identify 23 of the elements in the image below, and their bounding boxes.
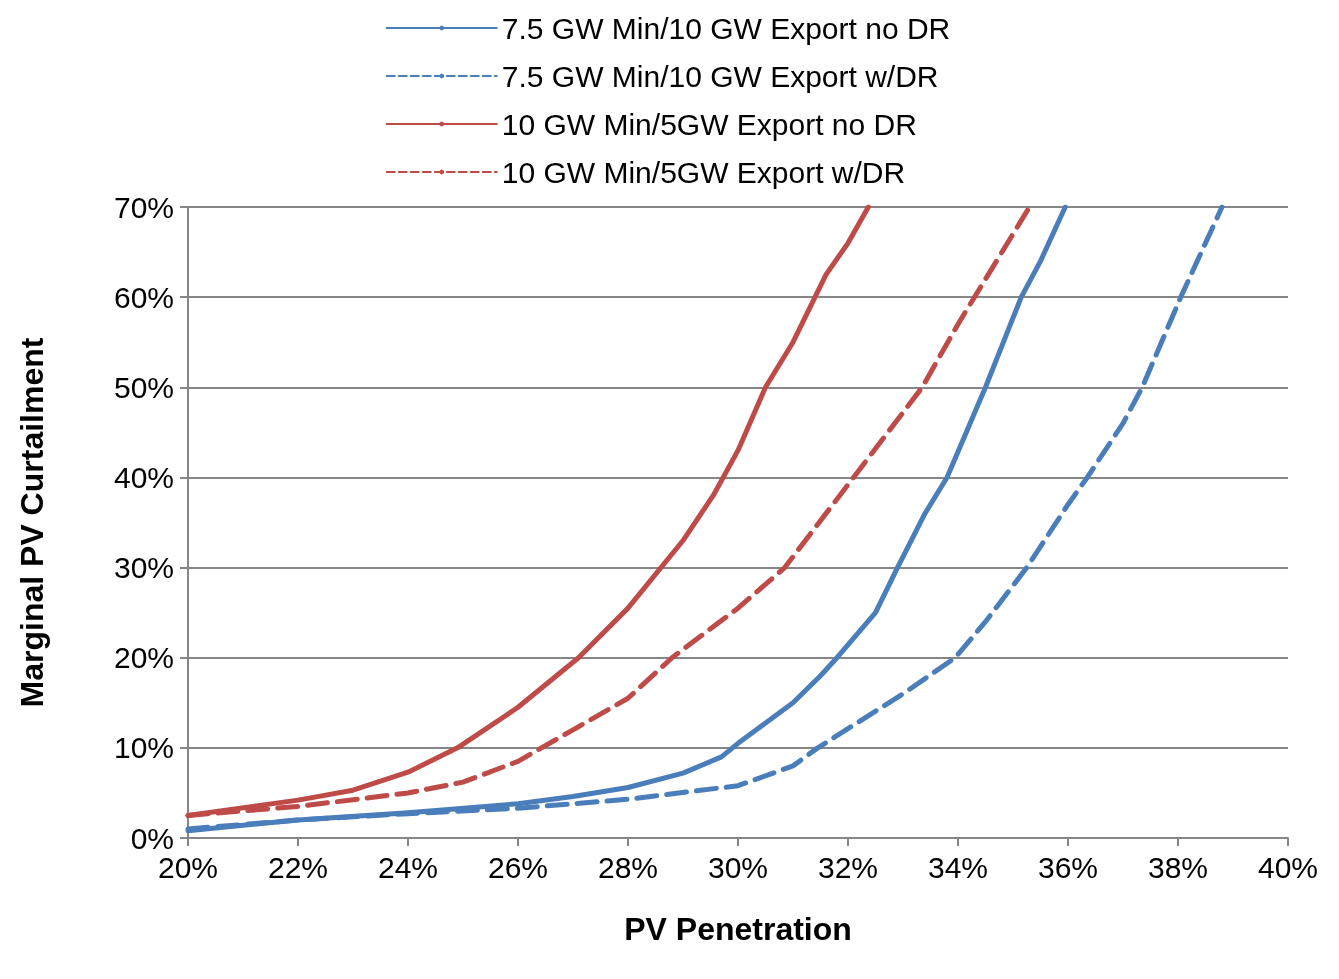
x-tick-label: 30%	[707, 850, 769, 884]
legend-label: 7.5 GW Min/10 GW Export no DR	[501, 11, 951, 45]
x-tick-label: 28%	[597, 850, 659, 884]
x-tick-label: 32%	[817, 850, 879, 884]
legend-label: 10 GW Min/5GW Export no DR	[501, 107, 917, 141]
y-axis-title: Marginal PV Curtailment	[14, 337, 50, 708]
y-tick-label: 10%	[113, 731, 174, 765]
legend-label: 7.5 GW Min/10 GW Export w/DR	[501, 59, 939, 93]
y-tick-label: 30%	[113, 551, 174, 585]
legend-label: 10 GW Min/5GW Export w/DR	[501, 155, 906, 189]
x-tick-label: 36%	[1037, 850, 1099, 884]
y-tick-label: 50%	[113, 370, 174, 404]
x-tick-label: 22%	[267, 850, 329, 884]
y-tick-label: 60%	[113, 280, 174, 314]
x-tick-label: 24%	[377, 850, 439, 884]
x-tick-label: 40%	[1257, 850, 1319, 884]
y-tick-label: 40%	[113, 460, 174, 494]
x-axis-title: PV Penetration	[624, 911, 852, 947]
y-tick-label: 70%	[113, 190, 174, 224]
x-tick-label: 26%	[487, 850, 549, 884]
y-tick-label: 20%	[113, 641, 174, 675]
x-tick-label: 34%	[927, 850, 989, 884]
x-tick-label: 38%	[1147, 850, 1209, 884]
